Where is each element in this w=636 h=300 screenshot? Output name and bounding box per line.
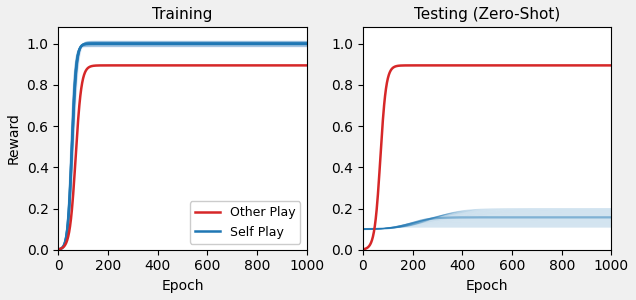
Title: Training: Training xyxy=(152,7,212,22)
X-axis label: Epoch: Epoch xyxy=(162,279,204,293)
Y-axis label: Reward: Reward xyxy=(7,112,21,164)
X-axis label: Epoch: Epoch xyxy=(466,279,509,293)
Title: Testing (Zero-Shot): Testing (Zero-Shot) xyxy=(414,7,560,22)
Legend: Other Play, Self Play: Other Play, Self Play xyxy=(190,201,300,244)
